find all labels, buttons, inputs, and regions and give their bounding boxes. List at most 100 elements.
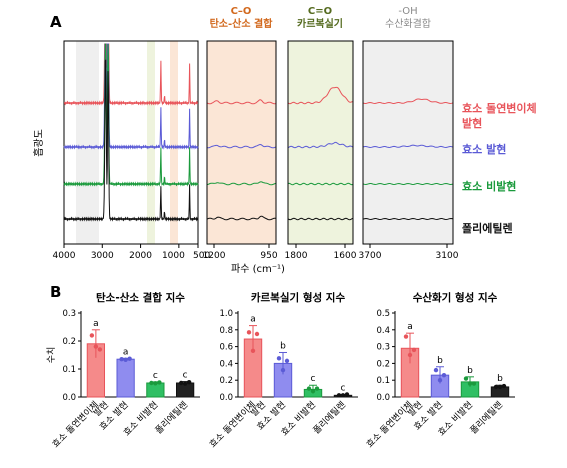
data-point: [471, 381, 477, 386]
win2-lines-trace-enzyme-not-expressed: [288, 182, 353, 186]
data-point: [97, 347, 103, 352]
oh-tick-label-left: 3700: [359, 251, 382, 261]
full-tick-label: 3000: [91, 251, 114, 261]
bar-enzyme-expressed: [116, 358, 135, 398]
y-tick-label: 0.0: [376, 393, 390, 403]
co-window-title-top: C–O: [231, 6, 252, 17]
full-tick-label: 500: [193, 251, 210, 261]
significance-letter: a: [93, 319, 99, 329]
data-point: [314, 386, 320, 391]
co-window-title-bottom: 탄소-산소 결합: [210, 17, 274, 30]
win2-lines-trace-enzyme-expressed: [288, 141, 353, 149]
category-label: 효소 돌연변이체: [50, 399, 101, 450]
data-point: [276, 356, 282, 361]
y-tick-label: 0.0: [62, 393, 76, 403]
data-point: [433, 367, 439, 373]
bar-chart-title: 탄소-산소 결합 지수: [96, 291, 185, 304]
oh-window: -OH 수산화결합 3700 3100: [359, 6, 459, 261]
full-spectrum-frame: [63, 40, 199, 245]
win1-lines-trace-enzyme-not-expressed: [207, 181, 276, 186]
data-point: [182, 381, 188, 386]
win3-lines-trace-polyethylene: [363, 217, 453, 221]
data-point: [250, 348, 256, 353]
data-point: [254, 331, 260, 337]
y-tick-label: 0.2: [219, 376, 233, 386]
data-point: [246, 330, 252, 335]
data-point: [403, 334, 409, 339]
data-point: [441, 372, 447, 378]
significance-letter: b: [497, 374, 503, 384]
y-tick-label: 0.3: [376, 343, 390, 353]
co-window: C–O 탄소-산소 결합 1200 950: [203, 6, 278, 261]
significance-letter: b: [467, 366, 473, 376]
data-point: [493, 384, 499, 390]
wavenumber-axis-label: 파수 (cm⁻¹): [231, 263, 285, 275]
legend-enzyme-expressed: 효소 발현: [462, 142, 506, 156]
y-tick-label: 0.5: [376, 309, 390, 319]
absorbance-axis-label: 흡광도: [32, 129, 45, 157]
full-spectrum-lines: [63, 43, 199, 222]
win1-lines-trace-enzyme-expressed: [207, 143, 276, 149]
y-tick-label: 0.6: [219, 343, 233, 353]
carbonyl-tick-label-right: 1600: [334, 251, 357, 261]
win2-lines-trace-mutant: [288, 86, 353, 105]
data-point: [284, 358, 290, 364]
legend-enzyme-not-expressed: 효소 비발현: [462, 179, 516, 193]
oh-window-title-bottom: 수산화결합: [385, 18, 431, 30]
carbonyl-window: C=O 카르복실기 1800 1600: [285, 6, 357, 261]
significance-letter: a: [250, 315, 256, 325]
legend-mutant-line2: 발현: [462, 116, 482, 130]
significance-letter: c: [153, 371, 158, 381]
significance-letter: b: [437, 356, 443, 366]
y-tick-label: 0.3: [62, 309, 76, 319]
data-point: [123, 357, 128, 362]
data-point: [178, 380, 184, 386]
data-point: [153, 381, 158, 386]
co-tick-label-right: 950: [260, 251, 277, 261]
win3-lines-trace-enzyme-not-expressed: [363, 182, 453, 186]
y-tick-label: 0.4: [219, 359, 233, 369]
y-tick-label: 0.4: [376, 326, 390, 336]
significance-letter: c: [341, 383, 346, 393]
panel-label-a: A: [50, 13, 62, 31]
significance-letter: c: [311, 374, 316, 384]
data-point: [407, 352, 413, 358]
significance-letter: b: [280, 341, 286, 351]
bar-chart-title: 수산화기 형성 지수: [413, 291, 498, 304]
carbonyl-window-frame: [287, 40, 354, 245]
y-tick-label: 0.1: [62, 365, 76, 375]
y-tick-label: 1.0: [219, 309, 233, 319]
co-window-frame: [206, 40, 277, 245]
data-point: [310, 388, 316, 394]
win3-lines-trace-enzyme-expressed: [363, 144, 453, 149]
bar-chart-title: 카르복실기 형성 지수: [251, 291, 346, 304]
carbonyl-window-lines: [288, 86, 353, 221]
data-point: [93, 344, 99, 349]
data-point: [89, 333, 95, 338]
co-tick-label-left: 1200: [203, 251, 226, 261]
full-trace-enzyme-not-expressed: [63, 43, 199, 187]
data-point: [340, 393, 346, 398]
data-point: [336, 393, 342, 398]
legend-mutant-line1: 효소 돌연변이체: [462, 101, 537, 115]
full-spectrum-panel: 4000 3000 2000 1000 500 흡광도: [32, 40, 210, 261]
oh-window-background: [363, 41, 453, 244]
y-tick-label: 0.2: [376, 359, 390, 369]
full-trace-mutant: [63, 43, 199, 106]
oh-tick-label-right: 3100: [436, 251, 459, 261]
win2-lines-trace-polyethylene: [288, 217, 353, 221]
oh-window-title-top: -OH: [398, 6, 417, 17]
data-point: [463, 376, 469, 381]
significance-letter: a: [123, 347, 129, 357]
data-point: [186, 379, 192, 385]
panel-label-b: B: [50, 283, 61, 301]
win1-lines-trace-polyethylene: [207, 215, 276, 221]
data-point: [501, 383, 507, 389]
category-label: 폴리에틸렌: [468, 399, 505, 436]
category-label: 효소 돌연변이체: [364, 399, 415, 450]
co-window-lines: [207, 99, 276, 221]
